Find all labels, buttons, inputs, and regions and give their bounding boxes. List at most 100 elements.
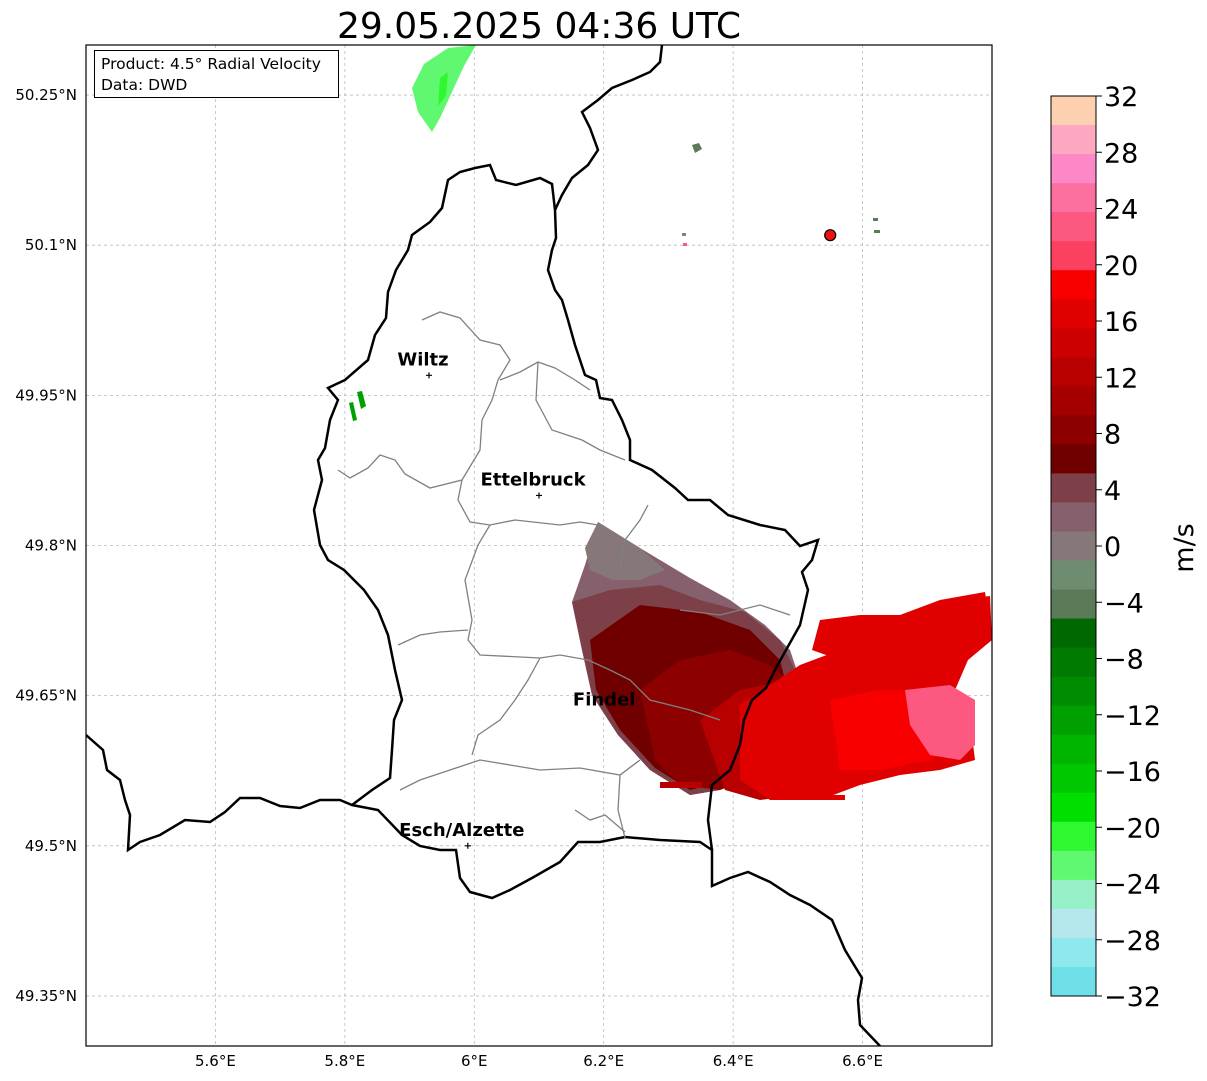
colorbar-tick-label: 28 [1104, 138, 1138, 169]
lat-tick-label: 49.8°N [25, 537, 77, 555]
colorbar-segment [1051, 589, 1096, 620]
product-label: Product: 4.5° Radial Velocity [101, 55, 321, 73]
city-marker [536, 492, 542, 499]
echo-green-north-core [438, 72, 448, 106]
colorbar-tick-label: −28 [1104, 926, 1161, 957]
lat-tick-label: 49.5°N [25, 837, 77, 855]
colorbar-segment [1051, 328, 1096, 358]
figure-title: 29.05.2025 04:36 UTC [337, 6, 741, 47]
echo-speck-e [874, 230, 880, 233]
colorbar-segment [1051, 502, 1096, 532]
radar-site-dot [824, 229, 837, 242]
echo-speck-b [682, 233, 686, 236]
colorbar-segment [1051, 821, 1096, 852]
map-area: Wiltz Ettelbruck Findel Esch/Alzette [85, 44, 993, 1047]
echo-speck-a [692, 143, 702, 153]
colorbar-segment [1051, 937, 1096, 968]
colorbar-tick-label: −8 [1104, 645, 1144, 676]
colorbar-tick-label: 32 [1104, 82, 1138, 113]
colorbar-tick-label: −32 [1104, 982, 1161, 1013]
colorbar-tick-label: 0 [1104, 532, 1121, 563]
lon-tick-label: 6.6°E [842, 1052, 883, 1070]
colorbar-segment [1051, 241, 1096, 271]
colorbar-tick-label: −20 [1104, 813, 1161, 844]
city-labels: Wiltz Ettelbruck Findel Esch/Alzette [397, 349, 636, 849]
lon-tick-label: 5.6°E [195, 1052, 236, 1070]
city-label: Ettelbruck [480, 469, 586, 490]
lon-tick-label: 6.2°E [583, 1052, 624, 1070]
echo-speck-c [683, 243, 687, 246]
city-label: Wiltz [397, 349, 448, 370]
border-luxembourg-west-east [312, 163, 820, 851]
colorbar-tick-label: −16 [1104, 757, 1161, 788]
canton-borders [337, 311, 791, 839]
colorbar-segment [1051, 299, 1096, 329]
colorbar-segment [1051, 531, 1096, 562]
colorbar-tick-labels: 32 28 24 20 16 12 8 4 0 −4 −8 −12 −16 −20 −24 −28 −32 [1096, 82, 1161, 1013]
echo-band-pink [905, 685, 975, 760]
colorbar-segment [1051, 473, 1096, 503]
border-north [553, 45, 664, 211]
echo-streak-a [660, 782, 702, 788]
lon-tick-label: 5.8°E [324, 1052, 365, 1070]
product-info-box: Product: 4.5° Radial Velocity Data: DWD [94, 50, 339, 98]
colorbar-segment [1051, 850, 1096, 881]
echo-fan-zero [585, 522, 665, 580]
city-marker [425, 372, 432, 379]
colorbar-tick-label: 20 [1104, 251, 1138, 282]
lon-tick-label: 6°E [461, 1052, 488, 1070]
echo-streak-b [780, 795, 845, 800]
colorbar [1050, 95, 1097, 997]
colorbar-segment [1051, 96, 1096, 126]
colorbar-segment [1051, 705, 1096, 736]
lat-tick-label: 49.95°N [15, 386, 77, 404]
colorbar-segment [1051, 763, 1096, 794]
colorbar-segment [1051, 444, 1096, 474]
colorbar-segment [1051, 212, 1096, 242]
colorbar-segment [1051, 560, 1096, 591]
colorbar-segment [1051, 415, 1096, 445]
colorbar-segment [1051, 357, 1096, 387]
lat-tick-label: 49.35°N [15, 987, 77, 1005]
colorbar-tick-label: −24 [1104, 870, 1161, 901]
echo-green-wiltz-b [349, 402, 357, 421]
latitude-tick-labels: 50.25°N 50.1°N 49.95°N 49.8°N 49.65°N 49.5°N 4… [15, 86, 77, 1005]
city-label: Esch/Alzette [399, 820, 524, 841]
colorbar-segment [1051, 618, 1096, 649]
colorbar-segment [1051, 792, 1096, 823]
lat-tick-label: 49.65°N [15, 687, 77, 705]
colorbar-segment [1051, 734, 1096, 765]
colorbar-tick-label: 8 [1104, 420, 1121, 451]
longitude-tick-labels: 5.6°E 5.8°E 6°E 6.2°E 6.4°E 6.6°E [195, 1052, 883, 1070]
colorbar-tick-label: 16 [1104, 307, 1138, 338]
colorbar-tick-label: −12 [1104, 701, 1161, 732]
echo-green-wiltz-a [357, 391, 366, 409]
colorbar-segment [1051, 966, 1096, 997]
data-source-label: Data: DWD [101, 76, 188, 94]
lon-tick-label: 6.4°E [713, 1052, 754, 1070]
border-south [86, 734, 881, 1046]
map-frame [85, 44, 993, 1047]
colorbar-tick-label: 4 [1104, 476, 1121, 507]
city-label: Findel [573, 690, 636, 711]
radar-site-marker [824, 229, 837, 242]
colorbar-segment [1051, 676, 1096, 707]
colorbar-segment [1051, 879, 1096, 910]
colorbar-segment [1051, 908, 1096, 939]
colorbar-unit-label: m/s [1169, 523, 1200, 572]
colorbar-segment [1051, 154, 1096, 184]
colorbar-tick-label: −4 [1104, 588, 1144, 619]
city-marker [464, 842, 471, 849]
colorbar-segment [1051, 386, 1096, 416]
colorbar-segment [1051, 183, 1096, 213]
lat-tick-label: 50.1°N [25, 236, 77, 254]
lat-tick-label: 50.25°N [15, 86, 77, 104]
colorbar-segment [1051, 270, 1096, 300]
colorbar-segment [1051, 125, 1096, 155]
echo-speck-d [873, 218, 878, 221]
colorbar-segment [1051, 647, 1096, 678]
colorbar-tick-label: 12 [1104, 363, 1138, 394]
colorbar-tick-label: 24 [1104, 195, 1138, 226]
echo-band-north [812, 592, 990, 660]
